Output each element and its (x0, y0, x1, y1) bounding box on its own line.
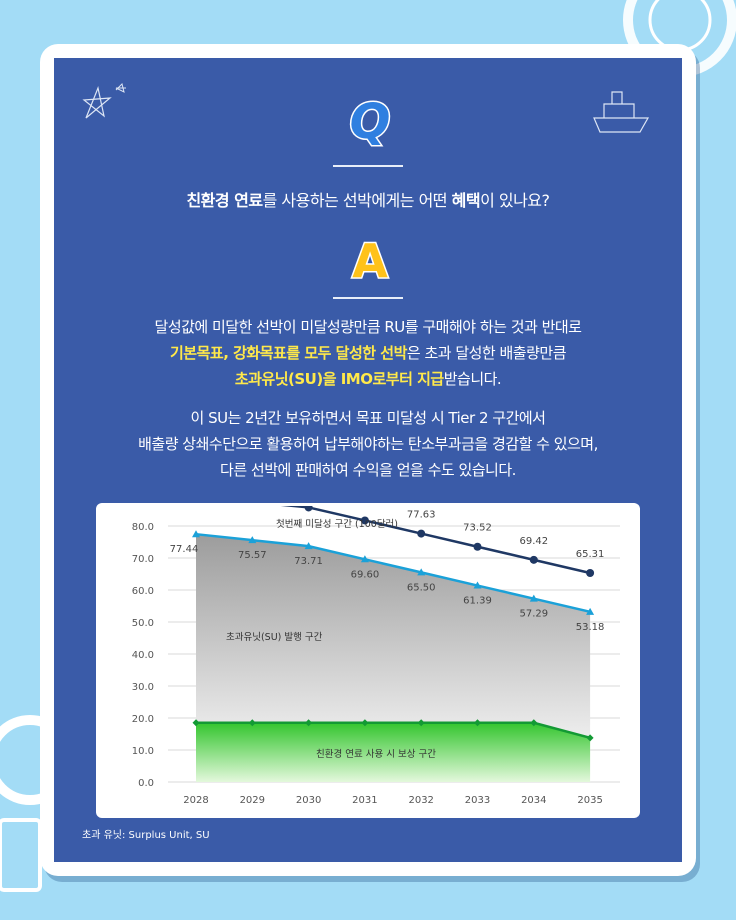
value-label: 75.57 (238, 550, 267, 561)
series-line (195, 532, 591, 614)
value-label: 77.44 (170, 544, 199, 555)
value-label: 69.42 (519, 536, 548, 547)
area (196, 534, 591, 782)
text-segment: 받습니다. (443, 370, 502, 388)
text-segment: 은 초과 달성한 배출량만큼 (406, 344, 567, 362)
text-segment: 달성값에 미달한 선박이 미달성량만큼 RU를 구매해야 하는 것과 반대로 (154, 318, 582, 336)
y-tick-label: 60.0 (132, 586, 154, 597)
answer-line: 기본목표, 강화목표를 모두 달성한 선박은 초과 달성한 배출량만큼 (54, 342, 682, 363)
y-tick-label: 20.0 (132, 714, 154, 725)
value-label: 61.39 (463, 596, 492, 607)
point (473, 581, 482, 589)
text-segment: 를 사용하는 선박에게는 어떤 (262, 191, 452, 210)
y-tick-label: 70.0 (132, 554, 154, 565)
point (304, 506, 313, 512)
point (248, 719, 256, 727)
value-label: 53.18 (576, 622, 605, 633)
point (305, 719, 313, 727)
x-tick-label: 2032 (408, 795, 433, 806)
series-line (196, 721, 591, 740)
detail-line: 이 SU는 2년간 보유하면서 목표 미달성 시 Tier 2 구간에서 (190, 409, 546, 427)
text-segment: 친환경 연료 (186, 191, 263, 210)
a-icon: A (352, 234, 388, 288)
point (248, 536, 257, 544)
annotation: 친환경 연료 사용 시 보상 구간 (316, 748, 436, 760)
value-label: 73.52 (463, 523, 492, 534)
x-tick-label: 2033 (465, 795, 490, 806)
chart-panel: 0.0 10.0 20.0 30.0 40.0 50.0 60.0 70.0 80.0 2028 2… (96, 503, 640, 818)
detail-line: 배출량 상쇄수단으로 활용하여 납부해야하는 탄소부과금을 경감할 수 있으며, (138, 435, 598, 453)
point (586, 569, 595, 578)
point (192, 719, 200, 727)
point (530, 719, 538, 727)
point (586, 734, 594, 742)
point (304, 542, 313, 550)
y-tick-label: 50.0 (132, 618, 154, 629)
point (417, 568, 426, 576)
point (417, 529, 426, 538)
divider (333, 165, 403, 167)
text-segment: 초과유닛(SU)을 IMO로부터 지급 (234, 370, 444, 388)
annotation: 초과유닛(SU) 발행 구간 (226, 631, 323, 643)
detail-line: 다른 선박에 판매하여 수익을 얻을 수도 있습니다. (220, 461, 516, 479)
value-label: 65.31 (576, 549, 605, 560)
x-tick-label: 2029 (240, 795, 265, 806)
answer-line: 초과유닛(SU)을 IMO로부터 지급받습니다. (54, 368, 682, 389)
y-tick-label: 80.0 (132, 522, 154, 533)
answer-line: 달성값에 미달한 선박이 미달성량만큼 RU를 구매해야 하는 것과 반대로 (54, 316, 682, 337)
point (417, 719, 425, 727)
point (473, 542, 482, 551)
value-label: 73.71 (294, 556, 323, 567)
point (360, 516, 369, 525)
question: 친환경 연료를 사용하는 선박에게는 어떤 혜택이 있나요? (54, 187, 682, 211)
text-segment: 혜택 (451, 191, 481, 210)
value-label: 57.29 (519, 609, 548, 620)
point (361, 719, 369, 727)
point (192, 530, 200, 538)
footnote: 초과 유닛: Surplus Unit, SU (82, 830, 210, 841)
y-tick-label: 40.0 (132, 650, 154, 661)
area (196, 722, 591, 782)
divider (333, 297, 403, 299)
value-label: 77.63 (407, 510, 436, 521)
x-tick-label: 2031 (352, 795, 377, 806)
text-segment: 이 있나요? (480, 191, 550, 210)
x-tick-label: 2028 (183, 795, 208, 806)
value-label: 65.50 (407, 582, 436, 593)
point (248, 503, 256, 506)
y-tick-label: 30.0 (132, 682, 154, 693)
point (529, 555, 538, 564)
point (474, 719, 481, 727)
y-tick-label: 10.0 (132, 746, 154, 757)
text-segment: 기본목표, 강화목표를 모두 달성한 선박 (170, 344, 407, 362)
q-icon: Q (350, 94, 391, 150)
chart: 0.0 10.0 20.0 30.0 40.0 50.0 60.0 70.0 80.0 2028 2… (132, 503, 620, 806)
point (360, 555, 369, 563)
point (529, 594, 538, 602)
value-label: 69.60 (351, 569, 380, 580)
x-tick-label: 2035 (577, 795, 602, 806)
value-label: 81.73 (351, 503, 380, 507)
x-tick-label: 2030 (296, 795, 321, 806)
y-tick-label: 0.0 (138, 778, 154, 789)
point (586, 607, 595, 615)
annotation: 첫번째 미달성 구간 (100달러) (276, 518, 398, 530)
x-tick-label: 2034 (521, 795, 546, 806)
plot: 81.73 77.63 73.52 69.42 65.31 77.44 75.57 73.71… (170, 503, 605, 782)
